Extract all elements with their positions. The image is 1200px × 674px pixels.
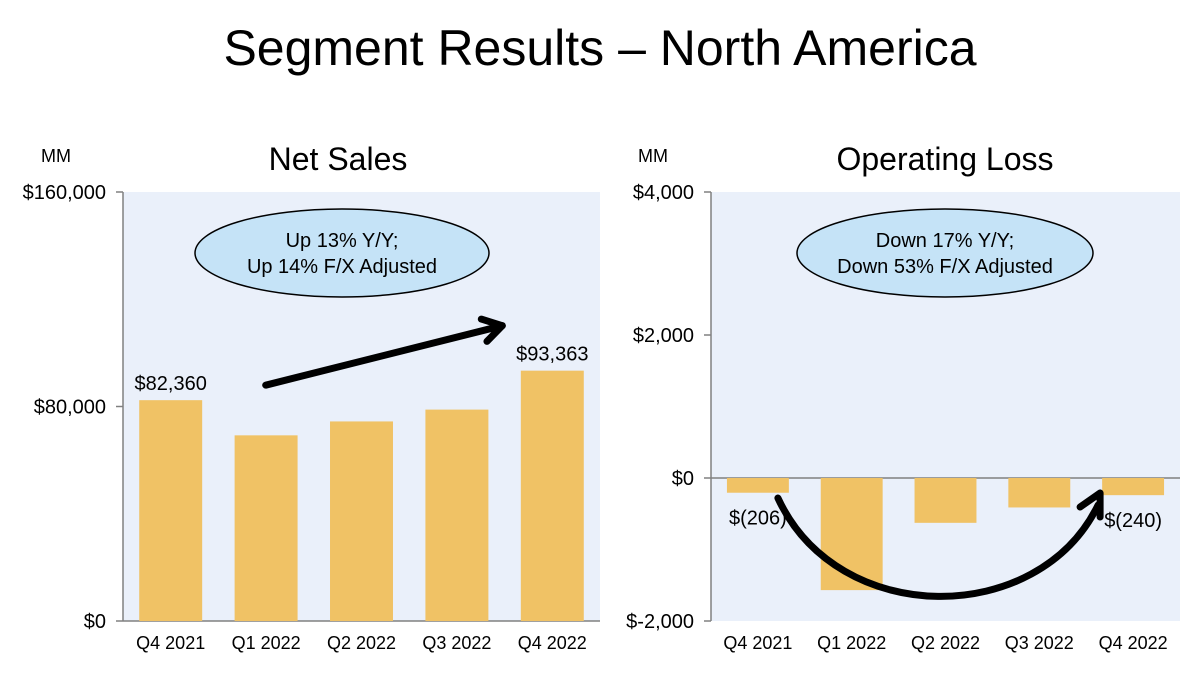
unit-label: MM	[638, 146, 668, 166]
y-tick-label: $0	[672, 468, 694, 490]
x-tick-label: Q1 2022	[232, 633, 301, 653]
callout-text: Up 14% F/X Adjusted	[247, 256, 437, 278]
unit-label: MM	[41, 146, 71, 166]
x-tick-label: Q3 2022	[1005, 633, 1074, 653]
data-label: $93,363	[516, 344, 588, 366]
trend-arrow	[774, 494, 1102, 600]
operating-loss-chart: Operating Loss MM $-2,000 $0 $2,000 $4,000 Q…	[626, 141, 1180, 653]
data-label: $(206)	[729, 508, 787, 530]
bar	[914, 478, 977, 523]
trend-arrow	[262, 322, 506, 389]
x-tick-label: Q4 2021	[136, 633, 205, 653]
x-tick-label: Q4 2021	[723, 633, 792, 653]
callout-ellipse	[194, 208, 490, 298]
data-label: $82,360	[135, 373, 207, 395]
x-tick-label: Q2 2022	[911, 633, 980, 653]
net-sales-chart: Net Sales MM $0 $80,000 $160,000 Q4 2021 Q1 …	[23, 141, 600, 653]
bar	[1008, 478, 1071, 508]
bar	[234, 435, 298, 621]
y-tick-label: $4,000	[633, 182, 694, 204]
data-label: $(240)	[1104, 510, 1162, 532]
x-tick-label: Q4 2022	[518, 633, 587, 653]
bar	[330, 421, 393, 621]
x-tick-label: Q4 2022	[1099, 633, 1168, 653]
x-tick-label: Q1 2022	[817, 633, 886, 653]
bar	[520, 370, 584, 621]
y-tick-label: $-2,000	[626, 611, 694, 633]
y-tick-label: $160,000	[23, 182, 106, 204]
bar	[726, 478, 789, 493]
x-tick-label: Q2 2022	[327, 633, 396, 653]
bar	[1102, 478, 1165, 496]
chart-title: Net Sales	[269, 141, 408, 177]
page-title: Segment Results – North America	[223, 20, 977, 76]
chart-title: Operating Loss	[836, 141, 1053, 177]
bar	[425, 409, 489, 621]
callout-text: Down 17% Y/Y;	[876, 230, 1014, 252]
bar	[139, 400, 203, 621]
callout-text: Down 53% F/X Adjusted	[837, 256, 1053, 278]
callout-text: Up 13% Y/Y;	[286, 230, 399, 252]
trend-arrowhead	[1076, 489, 1104, 521]
trend-arrowhead	[477, 315, 506, 345]
y-tick-label: $2,000	[633, 325, 694, 347]
x-tick-label: Q3 2022	[422, 633, 491, 653]
callout-ellipse	[796, 208, 1094, 298]
y-tick-label: $80,000	[34, 397, 106, 419]
y-tick-label: $0	[84, 611, 106, 633]
